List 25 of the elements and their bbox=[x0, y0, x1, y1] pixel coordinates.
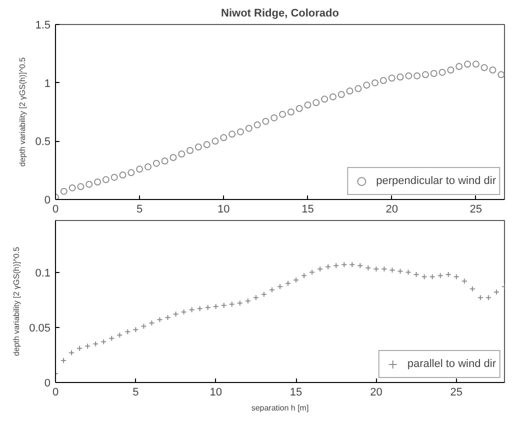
x-axis-title: separation h [m] bbox=[251, 404, 309, 412]
y-tick-label: 0 bbox=[44, 378, 51, 390]
y-tick-label: 1.5 bbox=[35, 20, 51, 32]
x-tick-label: 20 bbox=[386, 204, 398, 216]
x-tick-label: 0 bbox=[52, 386, 59, 398]
x-tick-label: 10 bbox=[218, 204, 230, 216]
y-axis-title: depth variability [2 γGS(h)]^0.5 bbox=[12, 246, 22, 356]
x-tick-label: 10 bbox=[210, 386, 222, 398]
legend-label: perpendicular to wind dir bbox=[376, 175, 496, 187]
x-tick-label: 15 bbox=[302, 204, 314, 216]
x-tick-label: 5 bbox=[132, 386, 139, 398]
y-tick-label: 0.05 bbox=[29, 322, 51, 334]
x-tick-label: 20 bbox=[370, 386, 382, 398]
x-tick-label: 5 bbox=[136, 204, 143, 216]
x-tick-label: 25 bbox=[470, 204, 482, 216]
y-tick-label: 0 bbox=[44, 194, 51, 206]
x-tick-label: 15 bbox=[290, 386, 302, 398]
y-axis-title: depth variability [2 γGS(h)]^0.5 bbox=[18, 56, 28, 167]
y-tick-label: 0.5 bbox=[35, 136, 51, 148]
y-tick-label: 0.1 bbox=[35, 267, 51, 280]
x-tick-label: 25 bbox=[450, 386, 463, 398]
legend-label: parallel to wind dir bbox=[407, 358, 496, 370]
x-tick-label: 0 bbox=[52, 204, 59, 216]
y-tick-label: 1 bbox=[44, 78, 51, 90]
chart-title: Niwot Ridge, Colorado bbox=[221, 8, 340, 20]
